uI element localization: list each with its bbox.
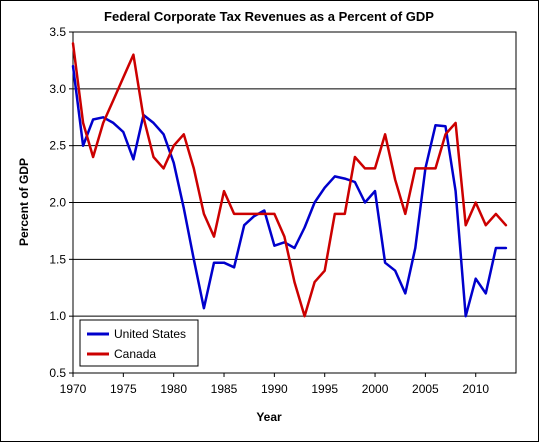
x-tick-label: 2010 <box>462 382 489 396</box>
x-tick-label: 2005 <box>412 382 439 396</box>
x-tick-label: 2000 <box>362 382 389 396</box>
x-tick-label: 1980 <box>160 382 187 396</box>
x-tick-label: 1970 <box>60 382 87 396</box>
legend-label-canada: Canada <box>114 347 156 361</box>
x-axis-title: Year <box>256 410 282 424</box>
y-tick-label: 2.5 <box>49 139 66 153</box>
y-axis-title: Percent of GDP <box>17 158 31 246</box>
y-tick-label: 3.0 <box>49 82 66 96</box>
y-tick-label: 3.5 <box>49 25 66 39</box>
x-tick-label: 1975 <box>110 382 137 396</box>
series-lines <box>71 42 508 318</box>
y-tick-label: 0.5 <box>49 366 66 380</box>
x-tick-label: 1995 <box>311 382 338 396</box>
y-tick-label: 2.0 <box>49 196 66 210</box>
legend-box <box>79 319 199 367</box>
x-tick-label: 1990 <box>261 382 288 396</box>
y-axis-ticks: 0.5 1.0 1.5 2.0 2.5 3.0 3.5 <box>49 25 73 380</box>
y-tick-label: 1.0 <box>49 309 66 323</box>
x-axis-ticks: 1970 1975 1980 1985 1990 1995 2000 2005 2010 <box>60 373 489 396</box>
chart-title: Federal Corporate Tax Revenues as a Perc… <box>104 9 434 24</box>
legend: United States Canada <box>79 319 199 367</box>
y-tick-label: 1.5 <box>49 252 66 266</box>
x-tick-label: 1985 <box>211 382 238 396</box>
series-line-canada <box>71 42 508 318</box>
series-line-united-states <box>71 64 508 318</box>
legend-label-united-states: United States <box>114 327 186 341</box>
